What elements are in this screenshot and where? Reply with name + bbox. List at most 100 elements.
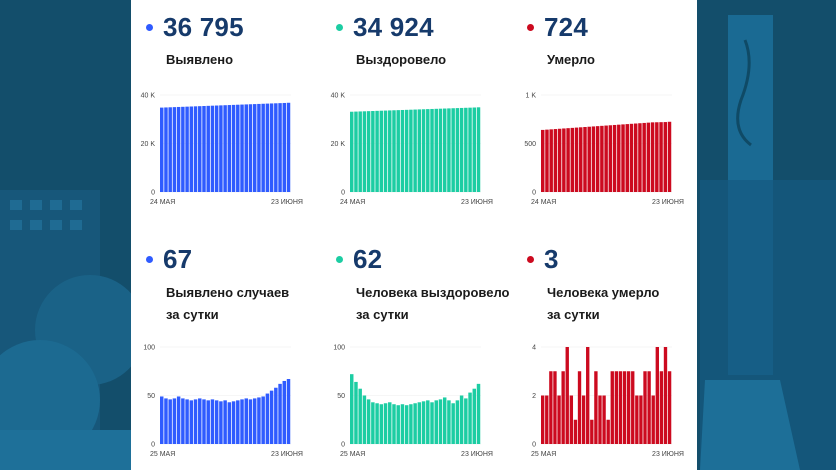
- bar: [595, 126, 600, 192]
- daily-recovered-chart: 0 50 100 25 МАЯ 23 ИЮНЯ: [333, 345, 493, 459]
- bar: [181, 398, 185, 444]
- bar: [464, 398, 468, 444]
- bar: [236, 104, 240, 192]
- bar: [594, 371, 598, 444]
- bar: [639, 395, 643, 444]
- bar: [553, 129, 558, 192]
- bar: [643, 371, 647, 444]
- total-deaths-label: Умерло: [547, 52, 595, 67]
- bar: [164, 107, 168, 192]
- bar: [269, 103, 274, 192]
- bar: [231, 104, 236, 192]
- x-start-label: 24 МАЯ: [531, 199, 556, 206]
- bar: [358, 388, 362, 444]
- daily-deaths-label: Человека умерло за сутки: [547, 285, 660, 322]
- bar: [642, 122, 646, 192]
- x-start-label: 24 МАЯ: [150, 199, 175, 206]
- bar: [400, 404, 405, 444]
- bar: [219, 105, 223, 192]
- bar: [371, 111, 375, 192]
- bar: [586, 347, 590, 444]
- bar: [417, 402, 422, 444]
- bar: [430, 108, 434, 192]
- bar: [651, 395, 655, 444]
- bar: [655, 122, 659, 192]
- bar: [635, 395, 639, 444]
- bar: [227, 402, 232, 444]
- bar: [214, 400, 219, 444]
- bar: [438, 399, 443, 444]
- bar: [274, 103, 278, 192]
- bar: [388, 402, 392, 444]
- bar: [557, 395, 561, 444]
- y-tick-label: 50: [147, 393, 155, 400]
- bar: [185, 399, 189, 444]
- bar: [278, 383, 282, 444]
- bar: [383, 110, 388, 192]
- bar: [442, 397, 447, 444]
- bar: [566, 128, 570, 192]
- bar: [244, 104, 248, 192]
- bar: [409, 404, 413, 444]
- bar: [659, 371, 664, 444]
- y-tick-label: 2: [532, 393, 536, 400]
- y-tick-label: 4: [532, 345, 536, 352]
- bar: [565, 347, 569, 444]
- bar: [472, 388, 477, 444]
- bar: [286, 379, 291, 444]
- bar: [421, 109, 426, 192]
- card-daily-deaths: 3 Человека умерло за сутки: [527, 244, 697, 444]
- bar: [244, 398, 248, 444]
- bar: [227, 105, 232, 192]
- total-recovered-label: Выздоровело: [356, 52, 447, 67]
- bar: [574, 127, 579, 192]
- blue-dot-icon: [146, 24, 153, 31]
- bar: [625, 124, 629, 192]
- bar: [569, 395, 574, 444]
- red-dot-icon: [527, 24, 534, 31]
- bar: [168, 399, 172, 444]
- bar: [379, 110, 384, 192]
- bar: [464, 107, 468, 192]
- bar: [417, 109, 422, 192]
- bar: [350, 111, 354, 192]
- daily-recovered-label: Человека выздоровело за сутки: [356, 285, 510, 322]
- y-tick-label: 40 K: [141, 93, 156, 100]
- bar: [252, 104, 257, 192]
- bar: [573, 419, 578, 444]
- bar: [468, 392, 472, 444]
- total-detected-label: Выявлено: [166, 52, 234, 67]
- y-tick-label: 0: [341, 442, 345, 449]
- bar: [366, 111, 371, 192]
- bar: [608, 125, 613, 192]
- y-tick-label: 50: [337, 393, 345, 400]
- bar: [185, 106, 189, 192]
- bar: [160, 396, 164, 444]
- total-deaths-chart: 0 500 1 K 24 МАЯ 23 ИЮНЯ: [524, 93, 684, 207]
- bar: [168, 107, 172, 192]
- bar: [442, 108, 447, 192]
- x-start-label: 25 МАЯ: [340, 451, 365, 458]
- bar: [451, 108, 455, 192]
- blue-dot-icon: [146, 256, 153, 263]
- bar: [570, 127, 575, 192]
- y-tick-label: 0: [151, 190, 155, 197]
- bar: [176, 106, 181, 192]
- bar: [371, 402, 375, 444]
- bar: [396, 110, 400, 192]
- bar: [541, 395, 545, 444]
- bar: [219, 401, 223, 444]
- bar: [362, 111, 367, 192]
- bar: [426, 400, 430, 444]
- bar: [610, 371, 614, 444]
- teal-dot-icon: [336, 24, 343, 31]
- bar: [663, 122, 668, 192]
- total-recovered-chart: 0 20 K 40 K 24 МАЯ 23 ИЮНЯ: [331, 93, 493, 207]
- bar: [606, 419, 610, 444]
- bar: [633, 123, 638, 192]
- bar: [261, 103, 265, 192]
- bar: [455, 400, 460, 444]
- bar: [655, 347, 659, 444]
- bar: [647, 371, 651, 444]
- bar: [193, 399, 198, 444]
